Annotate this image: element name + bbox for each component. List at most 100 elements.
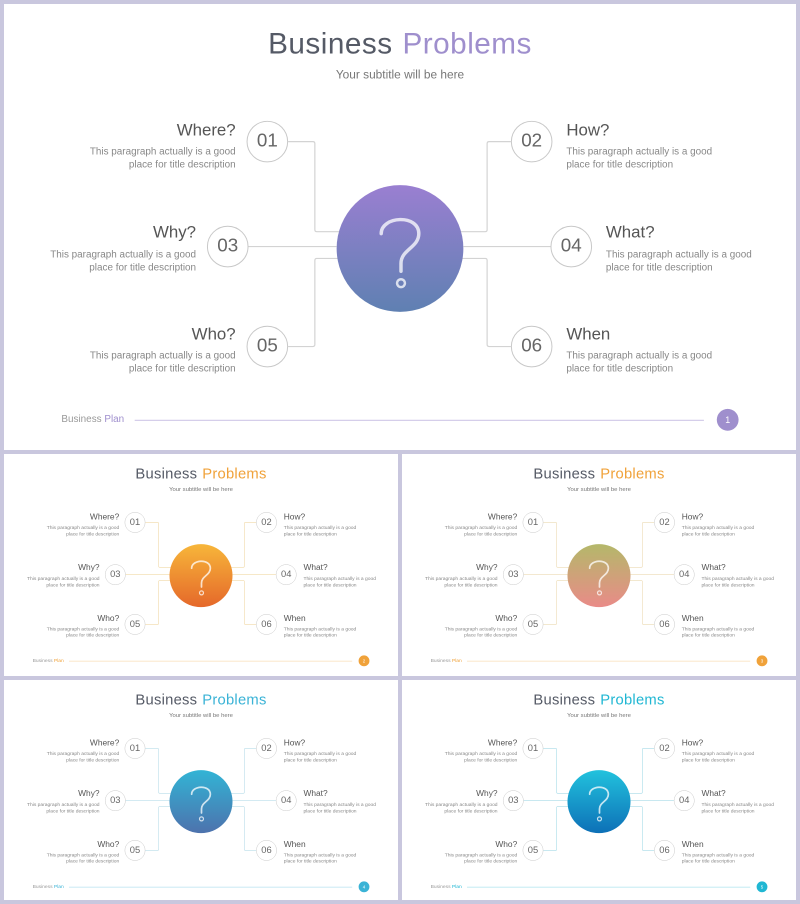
item-label-6: When bbox=[283, 839, 306, 849]
center-circle bbox=[567, 770, 631, 834]
connector-lines bbox=[523, 522, 674, 625]
desc-line: place for title description bbox=[283, 632, 337, 639]
slide-5[interactable]: Business Problems Your subtitle will be he… bbox=[402, 680, 796, 900]
question-mark-icon bbox=[379, 217, 421, 289]
item-number-5: 05 bbox=[522, 614, 544, 635]
item-number-4: 04 bbox=[275, 564, 297, 586]
item-description-4: This paragraph actually is a good place f… bbox=[701, 802, 775, 815]
item-label-1: Where? bbox=[89, 738, 120, 748]
center-circle bbox=[169, 770, 233, 834]
item-description-1: This paragraph actually is a good place f… bbox=[45, 750, 120, 763]
center-circle bbox=[169, 544, 233, 608]
desc-line: This paragraph actually is a good bbox=[46, 524, 120, 531]
desc-line: place for title description bbox=[128, 159, 236, 171]
connector-line-5 bbox=[543, 580, 570, 625]
footer-primary: Business bbox=[430, 883, 451, 890]
item-number-1: 01 bbox=[124, 512, 146, 533]
desc-line: This paragraph actually is a good bbox=[303, 576, 376, 582]
item-description-2: This paragraph actually is a good place f… bbox=[682, 524, 756, 537]
item-number-2: 02 bbox=[654, 512, 675, 533]
footer-secondary: Plan bbox=[451, 883, 462, 890]
connector-lines bbox=[523, 748, 674, 851]
desc-line: place for title description bbox=[681, 531, 735, 537]
connector-line-2 bbox=[230, 522, 257, 568]
item-label-4: What? bbox=[701, 562, 726, 573]
slide-2[interactable]: Business Problems Your subtitle will be he… bbox=[4, 454, 398, 676]
question-mark-icon bbox=[588, 560, 610, 596]
item-label-5: Who? bbox=[495, 839, 518, 849]
desc-line: place for title description bbox=[66, 531, 120, 537]
page-subtitle: Your subtitle will be here bbox=[169, 485, 233, 493]
slide-content: Business Problems Your subtitle will be he… bbox=[402, 680, 796, 900]
page-title: Business Problems bbox=[402, 466, 796, 483]
item-description-1: This paragraph actually is a good place f… bbox=[443, 750, 518, 763]
item-number-5: 05 bbox=[246, 325, 289, 368]
desc-line: This paragraph actually is a good bbox=[444, 524, 518, 531]
item-description-6: This paragraph actually is a good place f… bbox=[682, 852, 756, 865]
item-number-4: 04 bbox=[550, 225, 593, 268]
connector-line-6 bbox=[230, 806, 257, 851]
item-description-3: This paragraph actually is a good place f… bbox=[26, 802, 100, 815]
desc-line: place for title description bbox=[46, 582, 100, 588]
desc-line: place for title description bbox=[283, 757, 337, 763]
connector-line-6 bbox=[459, 257, 511, 348]
item-label-3: Why? bbox=[78, 788, 100, 799]
desc-line: place for title description bbox=[303, 808, 357, 814]
page-title: Business Problems bbox=[4, 692, 398, 709]
item-number-2: 02 bbox=[510, 120, 553, 163]
desc-line: This paragraph actually is a good bbox=[26, 802, 100, 808]
desc-line: place for title description bbox=[681, 757, 735, 763]
footer-label: Business Plan bbox=[33, 658, 64, 663]
footer-primary: Business bbox=[32, 883, 53, 890]
desc-line: This paragraph actually is a good bbox=[89, 350, 236, 362]
desc-line: This paragraph actually is a good bbox=[283, 852, 357, 858]
item-number-4: 04 bbox=[673, 564, 695, 586]
connector-line-1 bbox=[543, 748, 570, 794]
footer-label: Business Plan bbox=[61, 414, 124, 425]
item-number-2: 02 bbox=[654, 738, 675, 759]
center-circle bbox=[336, 185, 464, 312]
desc-line: place for title description bbox=[444, 808, 498, 814]
item-label-4: What? bbox=[701, 788, 726, 799]
slide-1[interactable]: Business Problems Your subtitle will be he… bbox=[4, 4, 796, 450]
desc-line: This paragraph actually is a good bbox=[303, 802, 376, 808]
item-description-6: This paragraph actually is a good place f… bbox=[682, 626, 756, 639]
item-label-2: How? bbox=[681, 512, 704, 522]
page-number-badge: 5 bbox=[756, 881, 768, 893]
desc-line: place for title description bbox=[128, 363, 236, 375]
page-subtitle: Your subtitle will be here bbox=[567, 485, 631, 493]
connector-line-5 bbox=[288, 257, 341, 348]
item-label-2: How? bbox=[681, 738, 704, 748]
item-number-3: 03 bbox=[104, 564, 126, 586]
footer-divider bbox=[134, 419, 704, 421]
item-description-5: This paragraph actually is a good place f… bbox=[45, 626, 120, 639]
item-number-4: 04 bbox=[673, 790, 695, 812]
item-number-5: 05 bbox=[124, 614, 146, 635]
desc-line: place for title description bbox=[701, 808, 755, 814]
slide-3[interactable]: Business Problems Your subtitle will be he… bbox=[402, 454, 796, 676]
slide-4[interactable]: Business Problems Your subtitle will be he… bbox=[4, 680, 398, 900]
page-number-badge: 2 bbox=[358, 655, 370, 667]
title-primary: Business bbox=[135, 465, 198, 483]
question-mark-icon bbox=[588, 786, 610, 822]
title-accent: Problems bbox=[202, 691, 267, 709]
item-label-5: Who? bbox=[97, 613, 120, 623]
desc-line: This paragraph actually is a good bbox=[605, 249, 752, 261]
desc-line: place for title description bbox=[681, 632, 735, 639]
desc-line: place for title description bbox=[283, 858, 337, 865]
item-label-1: Where? bbox=[176, 120, 236, 140]
desc-line: place for title description bbox=[283, 531, 337, 537]
connector-line-2 bbox=[628, 522, 655, 568]
desc-line: This paragraph actually is a good bbox=[283, 750, 357, 757]
item-number-2: 02 bbox=[256, 738, 277, 759]
item-label-4: What? bbox=[303, 562, 328, 573]
desc-line: This paragraph actually is a good bbox=[46, 750, 120, 757]
desc-line: This paragraph actually is a good bbox=[424, 802, 498, 808]
item-description-5: This paragraph actually is a good place f… bbox=[87, 350, 236, 376]
desc-line: This paragraph actually is a good bbox=[26, 576, 100, 582]
item-description-6: This paragraph actually is a good place f… bbox=[284, 852, 358, 865]
item-label-3: Why? bbox=[78, 562, 100, 573]
title-accent: Problems bbox=[402, 27, 532, 61]
desc-line: This paragraph actually is a good bbox=[283, 524, 357, 531]
connector-line-1 bbox=[145, 748, 172, 794]
